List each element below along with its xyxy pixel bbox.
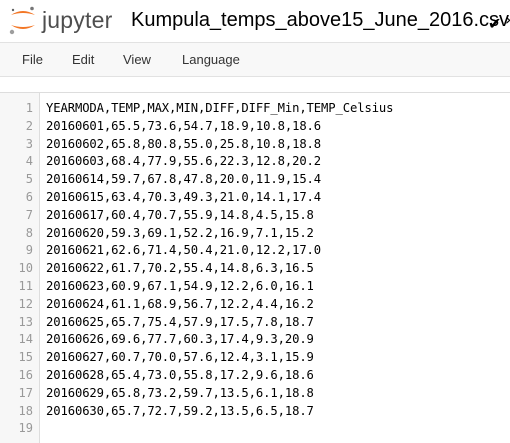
line-text[interactable]: 20160629,65.8,73.2,59.7,13.5,6.1,18.8 — [46, 385, 314, 400]
line-text[interactable]: 20160623,60.9,67.1,54.9,12.2,6.0,16.1 — [46, 278, 314, 293]
line-number: 19 — [18, 421, 33, 436]
logo-text: jupyter — [42, 7, 113, 33]
line-text[interactable]: 20160614,59.7,67.8,47.8,20.0,11.9,15.4 — [46, 172, 322, 187]
line-text[interactable]: 20160617,60.4,70.7,55.9,14.8,4.5,15.8 — [46, 207, 314, 222]
line-number-gutter — [0, 93, 40, 443]
line-number: 7 — [25, 207, 33, 222]
menu-view[interactable]: View — [123, 52, 151, 67]
line-text[interactable]: 20160603,68.4,77.9,55.6,22.3,12.8,20.2 — [46, 154, 322, 169]
menu-language[interactable]: Language — [182, 52, 240, 67]
line-text[interactable]: 20160627,60.7,70.0,57.6,12.4,3.1,15.9 — [46, 350, 314, 365]
line-number: 2 — [25, 118, 33, 133]
line-number: 6 — [25, 189, 33, 204]
line-number: 1 — [25, 101, 33, 115]
line-number: 16 — [18, 367, 33, 382]
line-text[interactable]: 20160615,63.4,70.3,49.3,21.0,14.1,17.4 — [46, 189, 322, 204]
line-text[interactable]: 20160628,65.4,73.0,55.8,17.2,9.6,18.6 — [46, 367, 314, 382]
menu-file[interactable]: File — [22, 52, 43, 67]
header: jupyter Kumpula_temps_above15_June_2016.… — [0, 0, 510, 42]
line-number: 4 — [25, 154, 33, 169]
line-text[interactable]: 20160621,62.6,71.4,50.4,21.0,12.2,17.0 — [46, 243, 322, 258]
line-text[interactable]: 20160626,69.6,77.7,60.3,17.4,9.3,20.9 — [46, 332, 314, 347]
line-text[interactable]: 20160624,61.1,68.9,56.7,12.2,4.4,16.2 — [46, 296, 314, 311]
line-number: 13 — [18, 314, 33, 329]
line-text[interactable]: 20160625,65.7,75.4,57.9,17.5,7.8,18.7 — [46, 314, 314, 329]
line-text[interactable]: YEARMODA,TEMP,MAX,MIN,DIFF,DIFF_Min,TEMP… — [46, 101, 394, 115]
line-number: 14 — [18, 332, 33, 347]
line-number: 3 — [25, 136, 33, 151]
menu-edit[interactable]: Edit — [72, 52, 95, 67]
line-text[interactable]: 20160620,59.3,69.1,52.2,16.9,7.1,15.2 — [46, 225, 314, 240]
line-text[interactable]: 20160602,65.8,80.8,55.0,25.8,10.8,18.8 — [46, 136, 322, 151]
line-number: 5 — [25, 172, 33, 187]
line-number: 17 — [18, 385, 33, 400]
line-text[interactable]: 20160630,65.7,72.7,59.2,13.5,6.5,18.7 — [46, 403, 314, 418]
jupyter-logo-icon[interactable] — [8, 5, 38, 35]
line-number: 9 — [25, 243, 33, 258]
menu-bar: File Edit View Language — [0, 42, 510, 77]
line-number: 11 — [18, 278, 33, 293]
text-editor[interactable]: 1 YEARMODA,TEMP,MAX,MIN,DIFF,DIFF_Min,TEM… — [0, 92, 510, 443]
line-number: 12 — [18, 296, 33, 311]
checkmark-icon: ✔ — [488, 14, 502, 33]
line-number: 8 — [25, 225, 33, 240]
notebook-filename[interactable]: Kumpula_temps_above15_June_2016.csv — [131, 9, 510, 31]
line-text[interactable]: 20160601,65.5,73.6,54.7,18.9,10.8,18.6 — [46, 118, 322, 133]
line-number: 15 — [18, 350, 33, 365]
line-number: 10 — [18, 261, 33, 276]
line-text[interactable]: 20160622,61.7,70.2,55.4,14.8,6.3,16.5 — [46, 261, 314, 276]
line-number: 18 — [18, 403, 33, 418]
more-icon[interactable]: › — [505, 10, 510, 29]
